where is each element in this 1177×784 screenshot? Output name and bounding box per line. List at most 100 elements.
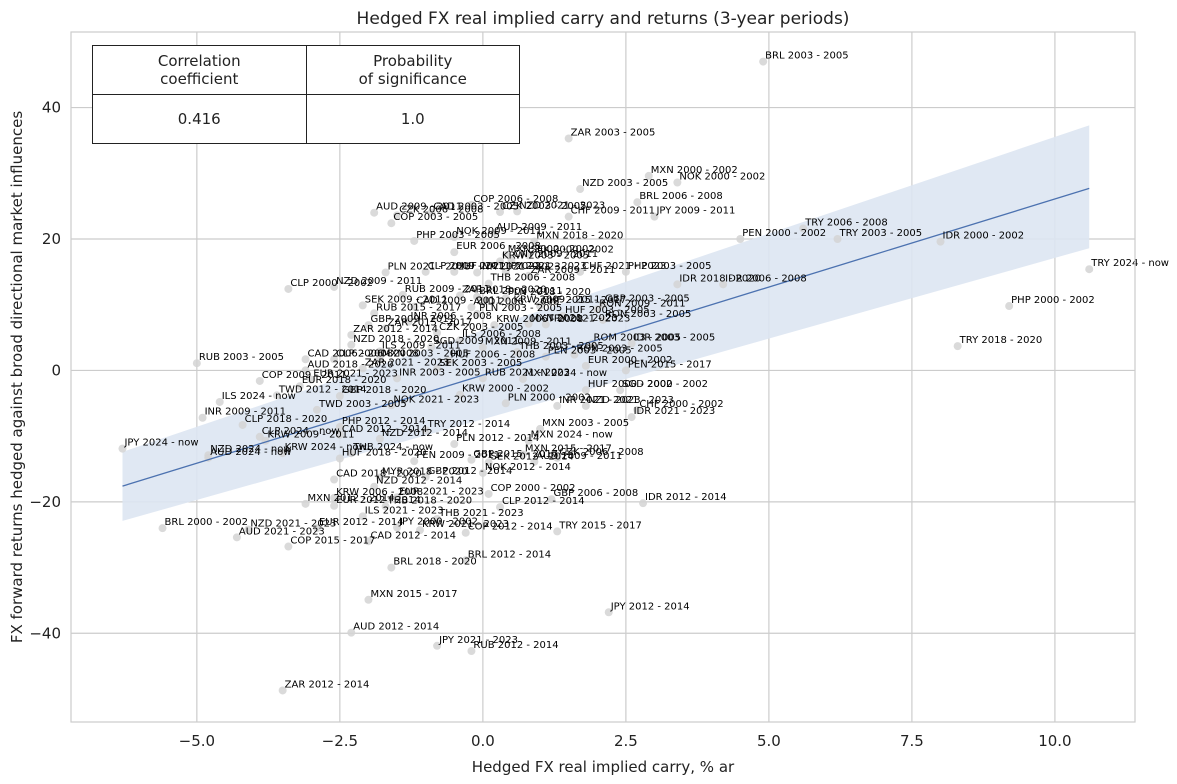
data-point <box>364 595 373 604</box>
point-label: RUB 2012 - 2014 <box>473 640 558 651</box>
data-point <box>501 399 510 408</box>
point-label: ZAR 2021 - 2023 <box>365 357 450 368</box>
data-point <box>564 134 573 143</box>
data-point <box>330 475 339 484</box>
point-label: CAD 2012 - 2014 <box>342 424 428 435</box>
point-label: INR 2021 - 2023 <box>479 262 560 273</box>
stats-header-correlation: Correlation coefficient <box>92 45 307 95</box>
point-label: THB 2003 - 2005 <box>518 341 604 352</box>
point-label: THB 2024 - now <box>352 442 433 453</box>
data-point <box>467 455 476 464</box>
point-label: TRY 2015 - 2017 <box>558 520 642 531</box>
data-point <box>553 453 562 462</box>
point-label: AUD 2012 - 2014 <box>353 622 439 633</box>
point-label: EUR 2012 - 2014 <box>336 495 421 506</box>
point-label: THB 2021 - 2023 <box>438 508 524 519</box>
point-label: COP 2003 - 2005 <box>393 212 478 223</box>
data-point <box>833 235 842 243</box>
point-label: IDR 2018 - 2020 <box>679 273 761 284</box>
data-point <box>627 413 636 422</box>
point-label: TRY 2018 - 2020 <box>959 335 1043 346</box>
data-point <box>347 330 356 339</box>
data-point <box>524 271 533 280</box>
data-point <box>427 208 436 217</box>
point-label: COP 2006 - 2008 <box>473 194 558 205</box>
point-label: CLP 2024 - now <box>262 426 340 437</box>
data-point <box>450 248 459 257</box>
point-label: KRW 2003 - 2005 <box>502 250 589 261</box>
chart-title: Hedged FX real implied carry and returns… <box>357 9 850 29</box>
point-label: CAD 2003 - 2005 <box>433 202 519 213</box>
data-point <box>467 647 476 656</box>
data-point <box>581 361 590 370</box>
point-label: RUB 2003 - 2005 <box>199 352 284 363</box>
point-label: NZD 2012 - 2014 <box>382 428 468 439</box>
point-label: PLN 2021 - 2023 <box>388 262 471 273</box>
data-point <box>404 317 413 326</box>
point-label: TRY 2021 - 2023 <box>547 313 631 324</box>
point-label: KRW 2024 - now <box>285 442 367 453</box>
data-point <box>433 328 442 337</box>
data-point <box>719 280 728 289</box>
data-point <box>335 430 344 439</box>
point-label: CAD 2012 - 2014 <box>370 530 456 541</box>
point-label: TRY 2012 - 2014 <box>427 419 511 430</box>
point-label: MXN 2021 - 2023 <box>531 313 618 324</box>
point-label: PLN 2000 - 2002 <box>508 392 591 403</box>
point-label: RUB 2021 - 2023 <box>485 367 570 378</box>
point-label: EUR 2012 - 2014 <box>319 517 404 528</box>
point-label: KRW 2021 - 2023 <box>422 519 509 530</box>
point-label: MYR 2018 - 2020 <box>382 467 468 478</box>
data-point <box>232 533 241 542</box>
point-label: RUB 2009 - 2011 <box>405 284 490 295</box>
point-label: CAD 2018 - 2020 <box>336 469 422 480</box>
point-label: INR 2009 - 2011 <box>205 407 286 418</box>
data-point <box>490 229 499 238</box>
data-point <box>255 376 264 385</box>
point-label: IDR 2021 - 2023 <box>634 406 716 417</box>
point-label: BRL 2003 - 2005 <box>765 51 848 62</box>
data-point <box>541 320 550 329</box>
data-point <box>307 375 316 384</box>
data-point <box>444 356 453 365</box>
point-label: ZAR 2012 - 2014 <box>285 679 370 690</box>
data-point <box>496 208 505 217</box>
point-label: NZD 2003 - 2005 <box>582 178 668 189</box>
confidence-band <box>122 125 1090 521</box>
point-label: MXN 2024 - now <box>531 430 613 441</box>
data-point <box>330 501 339 510</box>
point-label: EUR 2000 - 2002 <box>588 355 673 366</box>
point-label: TRY 2024 - now <box>1090 258 1169 269</box>
data-point <box>673 280 682 289</box>
data-point <box>238 420 247 429</box>
point-label: PLN 2012 - 2014 <box>456 433 539 444</box>
point-label: KRW 2000 - 2002 <box>462 384 549 395</box>
data-point <box>158 524 167 533</box>
point-label: NZD 2021 - 2023 <box>250 518 336 529</box>
point-label: JPY 2012 - 2014 <box>610 601 690 612</box>
y-tick-label: 40 <box>42 99 61 117</box>
point-label: SEK 2000 - 2002 <box>531 244 614 255</box>
data-point <box>330 493 339 502</box>
point-label: JPY 2009 - 2011 <box>655 206 735 217</box>
point-label: RUB 2015 - 2017 <box>376 302 461 313</box>
data-point <box>272 391 281 400</box>
point-label: KRW 2009 - 2011 <box>513 294 600 305</box>
x-tick-label: 0.0 <box>471 732 495 750</box>
data-point <box>501 250 510 259</box>
point-label: JPY 2021 - 2023 <box>438 635 518 646</box>
point-label: RON 2003 - 2005 <box>605 309 691 320</box>
data-point <box>484 279 493 288</box>
data-point <box>393 523 402 532</box>
point-label: MXN 2024 - now <box>525 368 607 379</box>
data-point <box>524 319 533 328</box>
point-label: PHP 2003 - 2005 <box>416 230 500 241</box>
point-label: CHF 2009 - 2011 <box>571 206 655 217</box>
point-label: PEN 2000 - 2002 <box>742 228 826 239</box>
data-point <box>393 493 402 502</box>
data-point <box>118 444 127 453</box>
data-point <box>484 489 493 498</box>
data-point <box>564 212 573 221</box>
x-tick-label: 7.5 <box>900 732 924 750</box>
point-label: NZD 2012 - 2014 <box>376 476 462 487</box>
